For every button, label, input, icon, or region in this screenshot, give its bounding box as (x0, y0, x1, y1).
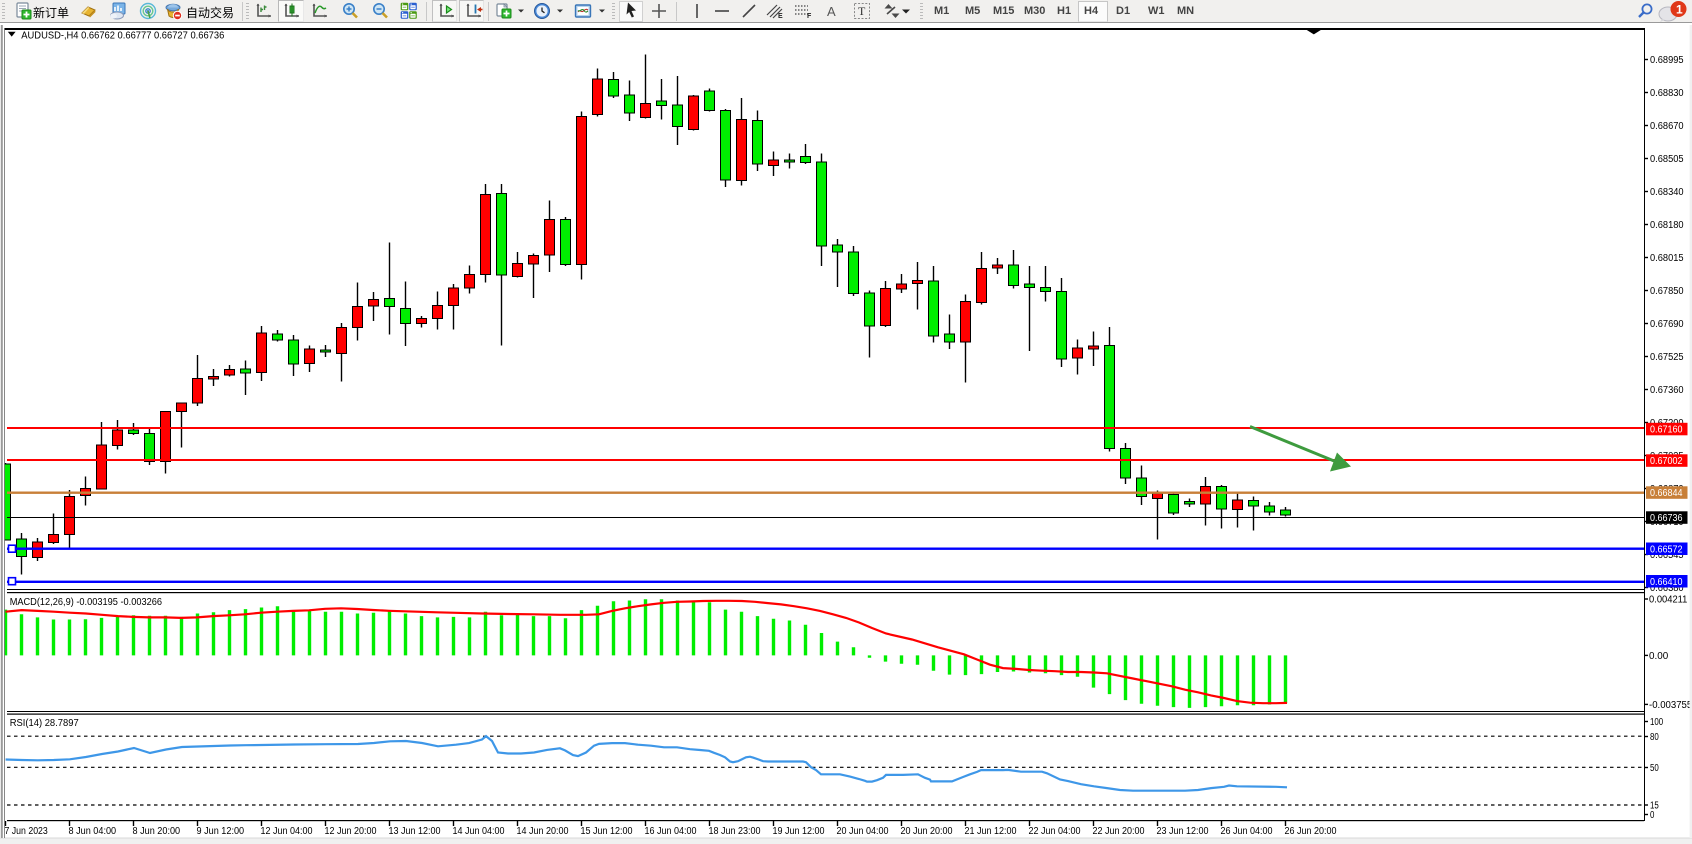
svg-text:100: 100 (1650, 717, 1664, 728)
svg-text:26 Jun 20:00: 26 Jun 20:00 (1285, 826, 1337, 837)
svg-text:14 Jun 20:00: 14 Jun 20:00 (517, 826, 569, 837)
svg-text:19 Jun 12:00: 19 Jun 12:00 (773, 826, 825, 837)
svg-text:22 Jun 20:00: 22 Jun 20:00 (1093, 826, 1145, 837)
svg-text:16 Jun 04:00: 16 Jun 04:00 (645, 826, 697, 837)
svg-text:21 Jun 12:00: 21 Jun 12:00 (965, 826, 1017, 837)
svg-text:0.68995: 0.68995 (1650, 55, 1684, 66)
svg-text:0.67160: 0.67160 (1650, 425, 1683, 436)
svg-text:F: F (807, 13, 812, 20)
svg-text:0.67525: 0.67525 (1650, 352, 1684, 363)
svg-text:9 Jun 12:00: 9 Jun 12:00 (197, 826, 245, 837)
svg-text:0.67360: 0.67360 (1650, 385, 1684, 396)
svg-text:T: T (858, 4, 866, 18)
svg-text:0.68015: 0.68015 (1650, 253, 1684, 264)
svg-text:0: 0 (1650, 810, 1655, 821)
svg-text:0.66380: 0.66380 (1650, 583, 1684, 594)
svg-text:E: E (778, 13, 783, 20)
svg-text:0.66572: 0.66572 (1650, 544, 1683, 555)
svg-text:0.68340: 0.68340 (1650, 187, 1684, 198)
svg-text:AUDUSD-,H4 0.66762 0.66777 0.: AUDUSD-,H4 0.66762 0.66777 0.66727 0.667… (21, 30, 224, 42)
svg-text:26 Jun 04:00: 26 Jun 04:00 (1221, 826, 1273, 837)
svg-text:18 Jun 23:00: 18 Jun 23:00 (709, 826, 761, 837)
svg-text:15 Jun 12:00: 15 Jun 12:00 (581, 826, 633, 837)
svg-text:15: 15 (1650, 801, 1659, 812)
svg-text:22 Jun 04:00: 22 Jun 04:00 (1029, 826, 1081, 837)
svg-text:8 Jun 04:00: 8 Jun 04:00 (69, 826, 117, 837)
svg-text:14 Jun 04:00: 14 Jun 04:00 (453, 826, 505, 837)
svg-text:MACD(12,26,9) -0.003195 -0.003: MACD(12,26,9) -0.003195 -0.003266 (10, 596, 162, 608)
svg-text:-0.003755: -0.003755 (1649, 700, 1692, 711)
svg-text:20 Jun 20:00: 20 Jun 20:00 (901, 826, 953, 837)
svg-text:0.67690: 0.67690 (1650, 319, 1684, 330)
svg-text:0.67002: 0.67002 (1650, 456, 1683, 467)
svg-text:0.66410: 0.66410 (1650, 577, 1683, 588)
svg-text:13 Jun 12:00: 13 Jun 12:00 (389, 826, 441, 837)
svg-text:0.68180: 0.68180 (1650, 220, 1684, 231)
svg-text:12 Jun 20:00: 12 Jun 20:00 (325, 826, 377, 837)
svg-text:0.68670: 0.68670 (1650, 121, 1684, 132)
svg-text:0.68830: 0.68830 (1650, 88, 1684, 99)
svg-text:50: 50 (1650, 763, 1659, 774)
svg-text:0.67850: 0.67850 (1650, 286, 1684, 297)
svg-text:0.68505: 0.68505 (1650, 154, 1684, 165)
svg-text:80: 80 (1650, 732, 1659, 743)
svg-text:0.004211: 0.004211 (1649, 595, 1688, 606)
svg-text:0.00: 0.00 (1649, 651, 1669, 662)
svg-text:8 Jun 20:00: 8 Jun 20:00 (133, 826, 181, 837)
svg-text:20 Jun 04:00: 20 Jun 04:00 (837, 826, 889, 837)
svg-text:23 Jun 12:00: 23 Jun 12:00 (1157, 826, 1209, 837)
svg-text:12 Jun 04:00: 12 Jun 04:00 (261, 826, 313, 837)
svg-text:RSI(14) 28.7897: RSI(14) 28.7897 (10, 717, 79, 729)
svg-text:0.66545: 0.66545 (1650, 550, 1684, 561)
svg-text:7 Jun 2023: 7 Jun 2023 (5, 826, 49, 837)
svg-text:0.66736: 0.66736 (1650, 513, 1683, 524)
svg-text:0.66844: 0.66844 (1650, 488, 1683, 499)
svg-text:1: 1 (1676, 3, 1683, 17)
